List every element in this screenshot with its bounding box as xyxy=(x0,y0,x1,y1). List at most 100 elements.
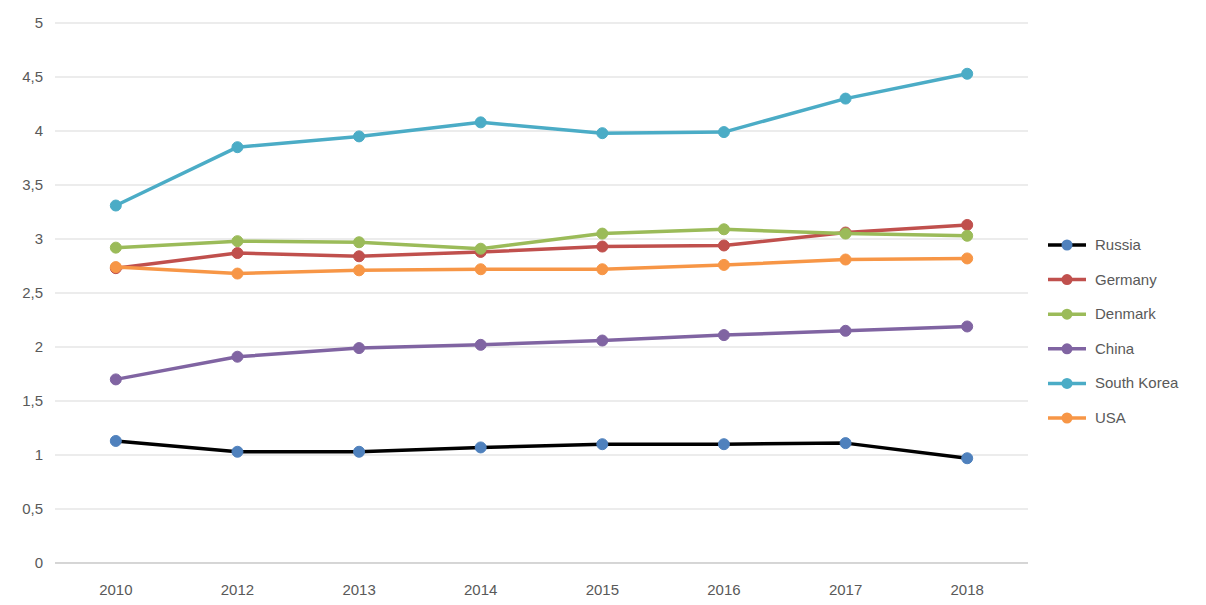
y-tick-label: 3 xyxy=(35,230,43,247)
series-marker xyxy=(475,442,486,453)
series-marker xyxy=(962,321,973,332)
series-marker xyxy=(962,253,973,264)
series-marker xyxy=(232,268,243,279)
grid-line xyxy=(55,185,1028,186)
series-marker xyxy=(840,254,851,265)
series-marker xyxy=(232,142,243,153)
series-marker xyxy=(475,243,486,254)
series-marker xyxy=(840,93,851,104)
y-tick-label: 1,5 xyxy=(22,392,43,409)
series-line xyxy=(116,225,967,268)
legend-item: China xyxy=(1048,340,1135,357)
series-marker xyxy=(718,224,729,235)
legend-item: Russia xyxy=(1048,236,1142,253)
series-marker xyxy=(475,117,486,128)
y-tick-label: 0 xyxy=(35,554,43,571)
x-tick-label: 2017 xyxy=(829,581,862,598)
series-marker xyxy=(718,259,729,270)
legend-label: China xyxy=(1095,340,1135,357)
series-marker xyxy=(597,335,608,346)
grid-line xyxy=(55,455,1028,456)
series-marker xyxy=(475,264,486,275)
series-marker xyxy=(840,228,851,239)
series-marker xyxy=(232,351,243,362)
legend-label: Germany xyxy=(1095,271,1157,288)
x-tick-label: 2013 xyxy=(342,581,375,598)
x-tick-label: 2018 xyxy=(951,581,984,598)
x-tick-label: 2016 xyxy=(707,581,740,598)
series-marker xyxy=(718,439,729,450)
series-marker xyxy=(718,330,729,341)
series-marker xyxy=(962,230,973,241)
series-marker xyxy=(718,127,729,138)
series-marker xyxy=(232,248,243,259)
chart: 00,511,522,533,544,552010201220132014201… xyxy=(0,0,1206,605)
series-marker xyxy=(475,339,486,350)
legend-marker xyxy=(1062,309,1073,320)
x-tick-label: 2014 xyxy=(464,581,497,598)
series-marker xyxy=(110,242,121,253)
legend-item: Denmark xyxy=(1048,305,1156,322)
series-marker xyxy=(962,453,973,464)
series-group xyxy=(110,68,972,463)
series-line xyxy=(116,441,967,458)
series-marker xyxy=(962,68,973,79)
series-line xyxy=(116,74,967,206)
series-marker xyxy=(232,236,243,247)
grid-line xyxy=(55,563,1028,564)
y-tick-label: 0,5 xyxy=(22,500,43,517)
series-marker xyxy=(597,241,608,252)
y-tick-label: 4,5 xyxy=(22,68,43,85)
series-line xyxy=(116,229,967,248)
legend-marker xyxy=(1062,378,1073,389)
legend-label: USA xyxy=(1095,409,1126,426)
legend-item: South Korea xyxy=(1048,374,1179,391)
x-tick-label: 2012 xyxy=(221,581,254,598)
legend-label: Russia xyxy=(1095,236,1142,253)
grid-line xyxy=(55,239,1028,240)
y-tick-label: 3,5 xyxy=(22,176,43,193)
series-marker xyxy=(597,128,608,139)
y-tick-label: 2 xyxy=(35,338,43,355)
series-line xyxy=(116,258,967,273)
legend-marker xyxy=(1062,413,1073,424)
grid-line xyxy=(55,131,1028,132)
x-tick-label: 2015 xyxy=(586,581,619,598)
series-marker xyxy=(962,219,973,230)
legend-item: USA xyxy=(1048,409,1126,426)
legend-marker xyxy=(1062,274,1073,285)
series-marker xyxy=(354,446,365,457)
x-axis-line xyxy=(55,563,1028,564)
x-tick-label: 2010 xyxy=(99,581,132,598)
y-tick-label: 2,5 xyxy=(22,284,43,301)
legend-marker xyxy=(1062,240,1073,251)
grid-line xyxy=(55,77,1028,78)
series-marker xyxy=(110,262,121,273)
y-ticks: 00,511,522,533,544,55 xyxy=(22,14,43,571)
series-marker xyxy=(354,251,365,262)
series-marker xyxy=(354,131,365,142)
legend-item: Germany xyxy=(1048,271,1157,288)
legend-label: South Korea xyxy=(1095,374,1179,391)
grid-line xyxy=(55,23,1028,24)
legend-marker xyxy=(1062,343,1073,354)
chart-root: 00,511,522,533,544,552010201220132014201… xyxy=(0,0,1206,605)
series xyxy=(110,68,972,211)
grid-line xyxy=(55,401,1028,402)
y-tick-label: 1 xyxy=(35,446,43,463)
series-marker xyxy=(354,265,365,276)
series xyxy=(110,253,972,279)
series-marker xyxy=(597,228,608,239)
series-marker xyxy=(110,435,121,446)
grid xyxy=(55,23,1028,563)
series xyxy=(110,219,972,273)
series-line xyxy=(116,326,967,379)
series xyxy=(110,321,972,385)
series xyxy=(110,224,972,254)
series-marker xyxy=(232,446,243,457)
series-marker xyxy=(110,374,121,385)
legend: Russia Germany Denmark China South Korea USA xyxy=(1048,236,1179,426)
grid-line xyxy=(55,509,1028,510)
series-marker xyxy=(840,325,851,336)
y-axis-line xyxy=(55,23,56,563)
